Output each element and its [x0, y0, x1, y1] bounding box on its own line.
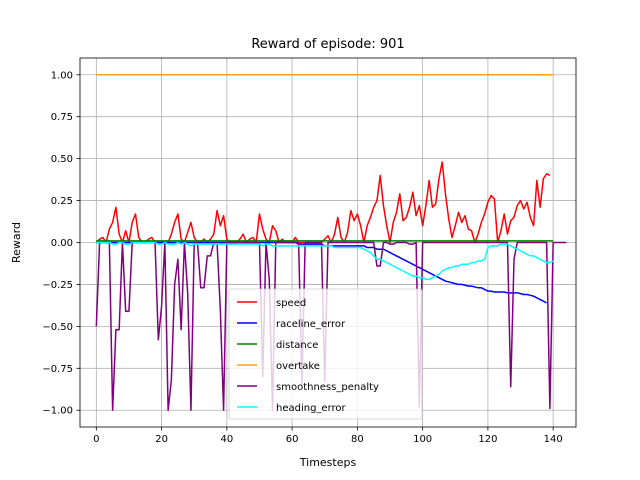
y-tick-label: −0.25 — [42, 280, 73, 291]
legend-label: overtake — [276, 361, 320, 372]
x-tick-label: 80 — [351, 434, 364, 445]
x-axis-label: Timesteps — [299, 456, 357, 469]
y-tick-label: 1.00 — [51, 70, 73, 81]
x-tick-label: 100 — [413, 434, 432, 445]
legend: speed raceline_error distance overtake smoot… — [228, 288, 423, 420]
series-line-smoothness-penalty — [95, 241, 567, 411]
series-line-heading-error — [96, 241, 554, 281]
legend-label: speed — [276, 298, 306, 309]
legend-box — [228, 288, 423, 420]
y-tick-label: −1.00 — [42, 406, 73, 417]
x-axis-ticks: 0 20 40 60 80 100 120 140 — [93, 427, 563, 445]
legend-label: heading_error — [276, 403, 347, 414]
x-tick-label: 140 — [544, 434, 563, 445]
x-tick-label: 40 — [220, 434, 233, 445]
y-tick-label: 0.25 — [51, 196, 73, 207]
series-lines — [95, 74, 567, 411]
y-axis-ticks: −1.00 −0.75 −0.50 −0.25 0.00 0.25 0.50 0.75 1.00 — [42, 70, 80, 417]
legend-label: raceline_error — [276, 319, 346, 330]
y-tick-label: 0.75 — [51, 112, 73, 123]
y-axis-label: Reward — [10, 222, 23, 263]
x-tick-label: 60 — [286, 434, 299, 445]
x-tick-label: 120 — [478, 434, 497, 445]
y-tick-label: 0.50 — [51, 154, 73, 165]
x-tick-label: 20 — [155, 434, 168, 445]
legend-label: smoothness_penalty — [276, 382, 379, 393]
legend-label: distance — [276, 340, 318, 351]
y-tick-label: −0.75 — [42, 364, 73, 375]
x-tick-label: 0 — [93, 434, 99, 445]
y-tick-label: −0.50 — [42, 322, 73, 333]
chart-title: Reward of episode: 901 — [251, 37, 404, 52]
y-tick-label: 0.00 — [51, 238, 73, 249]
